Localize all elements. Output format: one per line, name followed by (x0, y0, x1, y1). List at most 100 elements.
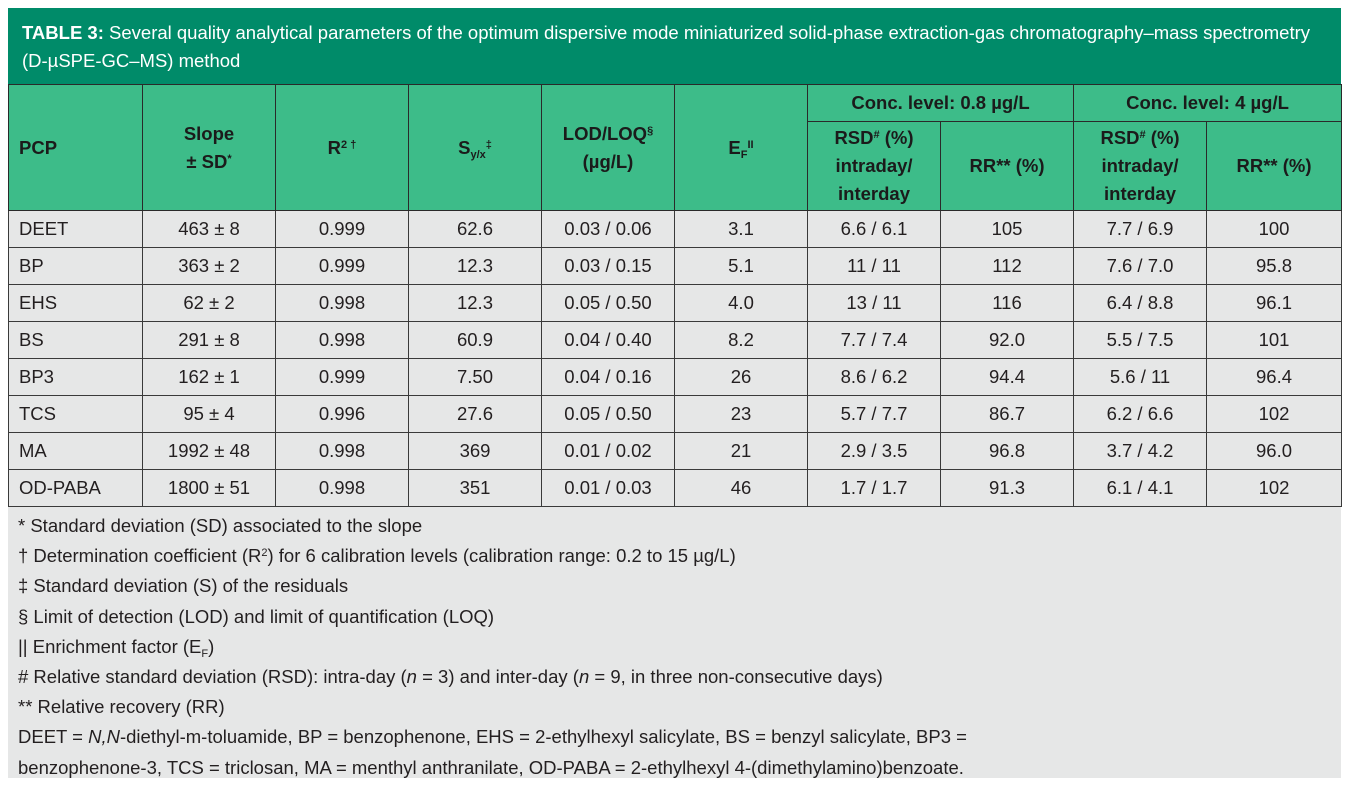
cell-ef: 26 (674, 358, 808, 396)
table-row: EHS 62 ± 2 0.998 12.3 0.05 / 0.50 4.0 13 / 11 1… (8, 284, 1343, 322)
cell-syx: 60.9 (408, 321, 542, 359)
cell-syx: 12.3 (408, 284, 542, 322)
cell-rr2: 96.1 (1206, 284, 1343, 322)
cell-pcp: BS (8, 321, 143, 359)
table-figure: TABLE 3: Several quality analytical para… (8, 8, 1343, 778)
cell-rr1: 86.7 (939, 395, 1075, 433)
cell-rsd1: 5.7 / 7.7 (807, 395, 941, 433)
cell-rr1: 91.3 (939, 469, 1075, 507)
cell-ef: 8.2 (674, 321, 808, 359)
cell-rr2: 95.8 (1206, 247, 1343, 285)
footnote-rsd: # Relative standard deviation (RSD): int… (18, 666, 883, 688)
cell-rsd2: 7.7 / 6.9 (1073, 210, 1208, 248)
header-rr-1: RR** (%) (939, 121, 1075, 211)
cell-pcp: EHS (8, 284, 143, 322)
table-row: DEET 463 ± 8 0.999 62.6 0.03 / 0.06 3.1 6.6 / … (8, 210, 1343, 248)
header-rsd-2: RSD# (%) intraday/interday (1073, 121, 1208, 211)
cell-rsd1: 13 / 11 (807, 284, 941, 322)
cell-rsd2: 7.6 / 7.0 (1073, 247, 1208, 285)
cell-slope: 463 ± 8 (142, 210, 276, 248)
cell-r2: 0.998 (275, 432, 409, 470)
cell-rsd2: 6.4 / 8.8 (1073, 284, 1208, 322)
cell-ef: 21 (674, 432, 808, 470)
cell-syx: 369 (408, 432, 542, 470)
cell-r2: 0.998 (275, 321, 409, 359)
cell-rr2: 101 (1206, 321, 1343, 359)
cell-r2: 0.999 (275, 247, 409, 285)
table-caption: TABLE 3: Several quality analytical para… (8, 8, 1341, 84)
header-syx: Sy/x‡ (408, 84, 542, 211)
cell-slope: 62 ± 2 (142, 284, 276, 322)
header-group-0-8: Conc. level: 0.8 µg/L (806, 84, 1075, 122)
cell-ef: 23 (674, 395, 808, 433)
cell-rsd1: 11 / 11 (807, 247, 941, 285)
footnote-lod-loq: § Limit of detection (LOD) and limit of … (18, 605, 495, 627)
cell-slope: 95 ± 4 (142, 395, 276, 433)
header-slope: Slope ± SD* (142, 84, 276, 211)
cell-ef: 5.1 (674, 247, 808, 285)
cell-ef: 3.1 (674, 210, 808, 248)
footnote-r2: † Determination coefficient (R2) for 6 c… (18, 545, 736, 567)
table-row: MA 1992 ± 48 0.998 369 0.01 / 0.02 21 2.9 / 3.… (8, 432, 1343, 470)
footnote-abbrev-2: benzophenone-3, TCS = triclosan, MA = me… (18, 756, 964, 778)
table-row: OD-PABA 1800 ± 51 0.998 351 0.01 / 0.03 46 1.7… (8, 469, 1343, 507)
header-ef: EFII (674, 84, 808, 211)
cell-slope: 1992 ± 48 (142, 432, 276, 470)
cell-rsd2: 6.2 / 6.6 (1073, 395, 1208, 433)
caption-text: Several quality analytical parameters of… (22, 22, 1311, 71)
cell-ef: 46 (674, 469, 808, 507)
table-row: BS 291 ± 8 0.998 60.9 0.04 / 0.40 8.2 7.7 / 7.… (8, 321, 1343, 359)
cell-r2: 0.999 (275, 210, 409, 248)
cell-rsd2: 5.6 / 11 (1073, 358, 1208, 396)
cell-rr2: 96.0 (1206, 432, 1343, 470)
cell-rr1: 105 (939, 210, 1075, 248)
cell-pcp: BP (8, 247, 143, 285)
cell-rsd1: 6.6 / 6.1 (807, 210, 941, 248)
cell-rsd2: 3.7 / 4.2 (1073, 432, 1208, 470)
cell-syx: 7.50 (408, 358, 542, 396)
cell-pcp: BP3 (8, 358, 143, 396)
cell-syx: 27.6 (408, 395, 542, 433)
data-table: PCP Slope ± SD* R2 † Sy/x‡ LOD/LOQ§ (µg/L)… (8, 84, 1343, 507)
cell-rr1: 94.4 (939, 358, 1075, 396)
cell-rsd2: 5.5 / 7.5 (1073, 321, 1208, 359)
cell-lodloq: 0.04 / 0.16 (541, 358, 675, 396)
cell-rr1: 96.8 (939, 432, 1075, 470)
cell-rr2: 102 (1206, 469, 1343, 507)
cell-r2: 0.996 (275, 395, 409, 433)
cell-slope: 1800 ± 51 (142, 469, 276, 507)
cell-rr1: 116 (939, 284, 1075, 322)
header-rsd-1: RSD# (%) intraday/interday (807, 121, 941, 211)
header-rr-2: RR** (%) (1206, 121, 1343, 211)
cell-rsd1: 7.7 / 7.4 (807, 321, 941, 359)
cell-rsd1: 1.7 / 1.7 (807, 469, 941, 507)
footnote-rr: ** Relative recovery (RR) (18, 696, 225, 718)
cell-syx: 12.3 (408, 247, 542, 285)
footnote-abbrev-1: DEET = N,N-diethyl-m-toluamide, BP = ben… (18, 726, 967, 748)
cell-pcp: MA (8, 432, 143, 470)
cell-lodloq: 0.05 / 0.50 (541, 395, 675, 433)
cell-pcp: TCS (8, 395, 143, 433)
cell-lodloq: 0.01 / 0.02 (541, 432, 675, 470)
cell-lodloq: 0.03 / 0.06 (541, 210, 675, 248)
table-row: BP3 162 ± 1 0.999 7.50 0.04 / 0.16 26 8.6 / 6.… (8, 358, 1343, 396)
cell-ef: 4.0 (674, 284, 808, 322)
cell-lodloq: 0.05 / 0.50 (541, 284, 675, 322)
cell-lodloq: 0.03 / 0.15 (541, 247, 675, 285)
cell-rr1: 92.0 (939, 321, 1075, 359)
cell-rr2: 100 (1206, 210, 1343, 248)
table-row: BP 363 ± 2 0.999 12.3 0.03 / 0.15 5.1 11 / 11 1… (8, 247, 1343, 285)
cell-syx: 62.6 (408, 210, 542, 248)
table-body: DEET 463 ± 8 0.999 62.6 0.03 / 0.06 3.1 6.6 / … (8, 210, 1343, 507)
header-pcp: PCP (8, 84, 143, 211)
header-group-4: Conc. level: 4 µg/L (1073, 84, 1343, 122)
cell-slope: 291 ± 8 (142, 321, 276, 359)
cell-rr2: 96.4 (1206, 358, 1343, 396)
cell-rr2: 102 (1206, 395, 1343, 433)
cell-rsd2: 6.1 / 4.1 (1073, 469, 1208, 507)
cell-rsd1: 2.9 / 3.5 (807, 432, 941, 470)
header-r2: R2 † (275, 84, 409, 211)
cell-rr1: 112 (939, 247, 1075, 285)
table-row: TCS 95 ± 4 0.996 27.6 0.05 / 0.50 23 5.7 / 7.7… (8, 395, 1343, 433)
cell-lodloq: 0.01 / 0.03 (541, 469, 675, 507)
